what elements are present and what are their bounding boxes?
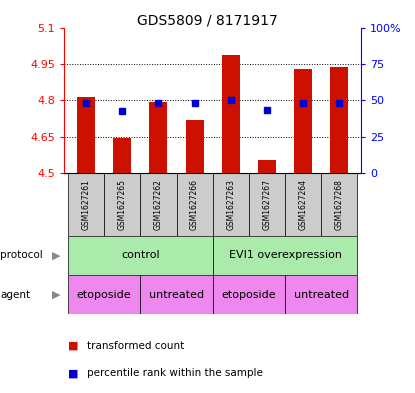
Text: etoposide: etoposide bbox=[77, 290, 132, 300]
Bar bbox=[68, 275, 140, 314]
Text: EVI1 overexpression: EVI1 overexpression bbox=[229, 250, 342, 261]
Bar bbox=[294, 69, 312, 173]
Text: GSM1627264: GSM1627264 bbox=[299, 179, 308, 230]
Text: ▶: ▶ bbox=[52, 290, 60, 300]
Bar bbox=[186, 119, 204, 173]
Bar bbox=[140, 275, 213, 314]
Text: GSM1627263: GSM1627263 bbox=[226, 179, 235, 230]
Bar bbox=[330, 68, 348, 173]
Bar bbox=[285, 173, 321, 236]
Text: ▶: ▶ bbox=[52, 250, 60, 261]
Bar bbox=[77, 97, 95, 173]
Text: GSM1627262: GSM1627262 bbox=[154, 179, 163, 230]
Text: ■: ■ bbox=[68, 368, 79, 378]
Bar bbox=[222, 55, 240, 173]
Bar bbox=[258, 160, 276, 173]
Text: transformed count: transformed count bbox=[87, 341, 184, 351]
Bar bbox=[140, 173, 176, 236]
Text: GDS5809 / 8171917: GDS5809 / 8171917 bbox=[137, 14, 278, 28]
Text: GSM1627268: GSM1627268 bbox=[335, 179, 344, 230]
Text: control: control bbox=[121, 250, 160, 261]
Text: GSM1627267: GSM1627267 bbox=[262, 179, 271, 230]
Bar bbox=[104, 173, 140, 236]
Bar bbox=[213, 275, 285, 314]
Text: percentile rank within the sample: percentile rank within the sample bbox=[87, 368, 263, 378]
Text: GSM1627261: GSM1627261 bbox=[81, 179, 90, 230]
Text: protocol: protocol bbox=[0, 250, 43, 261]
Bar bbox=[176, 173, 213, 236]
Bar bbox=[68, 173, 104, 236]
Text: agent: agent bbox=[0, 290, 30, 300]
Bar bbox=[321, 173, 357, 236]
Bar bbox=[249, 173, 285, 236]
Bar bbox=[149, 102, 168, 173]
Bar bbox=[213, 236, 357, 275]
Bar bbox=[285, 275, 357, 314]
Bar bbox=[68, 236, 213, 275]
Text: etoposide: etoposide bbox=[222, 290, 276, 300]
Text: GSM1627265: GSM1627265 bbox=[118, 179, 127, 230]
Bar bbox=[213, 173, 249, 236]
Text: GSM1627266: GSM1627266 bbox=[190, 179, 199, 230]
Bar bbox=[113, 138, 131, 173]
Text: ■: ■ bbox=[68, 341, 79, 351]
Text: untreated: untreated bbox=[149, 290, 204, 300]
Text: untreated: untreated bbox=[294, 290, 349, 300]
